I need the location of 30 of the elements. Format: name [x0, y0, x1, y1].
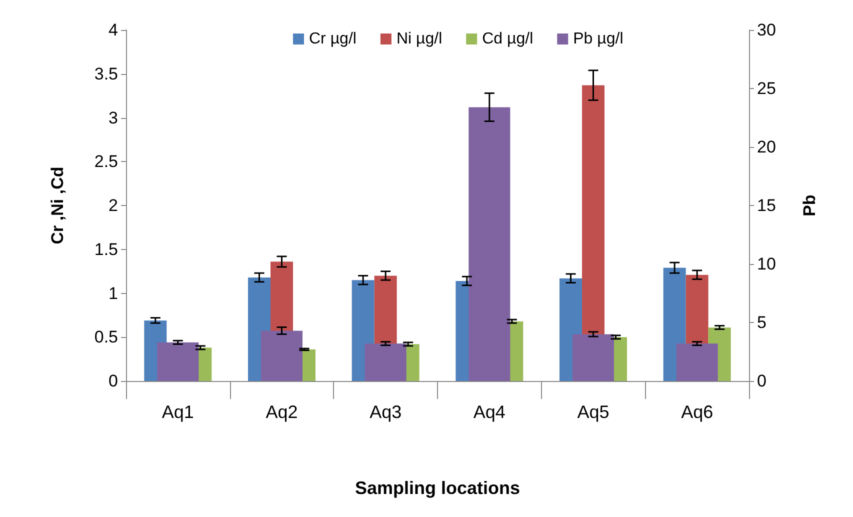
legend-label: Cd µg/l [482, 30, 534, 48]
x-tick-label: Aq5 [577, 402, 610, 422]
y-tick-label: 1 [108, 284, 118, 303]
y2-tick-label: 0 [757, 372, 766, 390]
y2-tick-label: 25 [757, 79, 776, 98]
y2-tick-label: 5 [757, 313, 766, 332]
x-tick-label: Aq2 [266, 402, 298, 422]
y2-tick-label: 10 [757, 254, 776, 274]
legend-label: Pb µg/l [573, 30, 624, 48]
x-tick-label: Aq6 [681, 402, 714, 422]
x-tick-label: Aq1 [162, 402, 194, 422]
y-tick-label: 1.5 [94, 240, 118, 259]
x-tick-label: Aq4 [473, 402, 506, 422]
legend-label: Ni µg/l [396, 30, 442, 48]
x-tick-label: Aq3 [370, 402, 402, 422]
y-tick-label: 4 [108, 20, 118, 40]
legend-label: Cr µg/l [309, 30, 356, 48]
y-tick-label: 3.5 [94, 64, 118, 84]
y-axis-title: Cr ,Ni ,Cd [48, 166, 67, 244]
y2-axis-title: Pb [800, 194, 819, 216]
y-tick-label: 2 [108, 196, 118, 215]
y2-tick-label: 30 [757, 20, 776, 40]
y-tick-label: 0 [108, 372, 118, 390]
y-tick-label: 3 [108, 108, 118, 128]
y-tick-label: 2.5 [94, 152, 118, 172]
x-axis-title: Sampling locations [354, 478, 520, 498]
y2-tick-label: 20 [757, 138, 776, 156]
bar [468, 107, 510, 381]
y-tick-label: 0.5 [94, 328, 118, 347]
y2-tick-label: 15 [757, 196, 776, 215]
